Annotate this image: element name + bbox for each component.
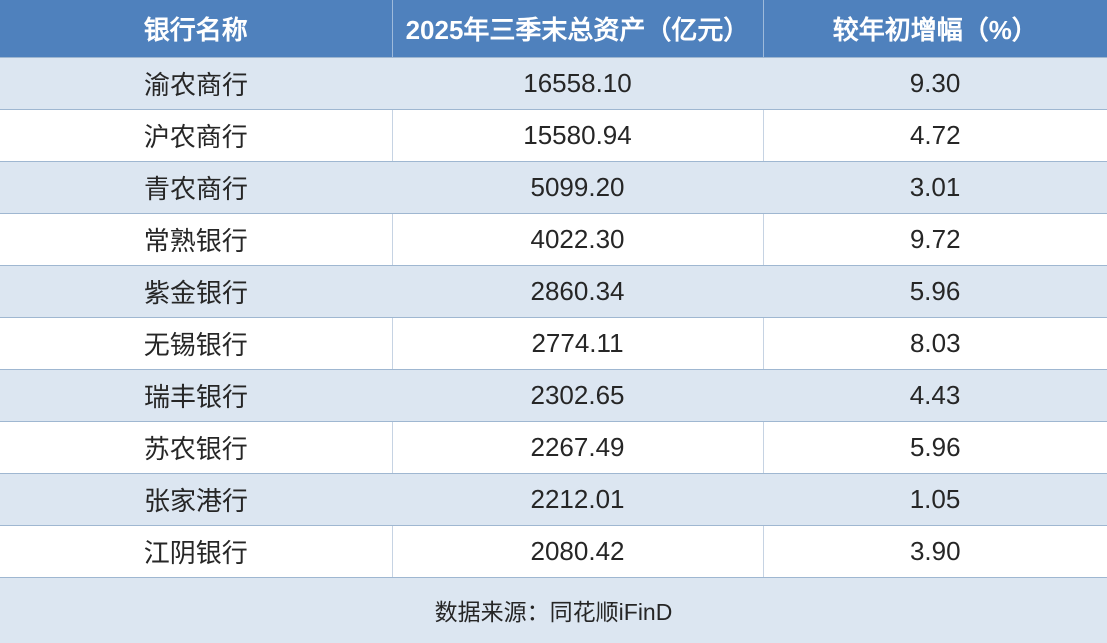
cell-bank-name: 无锡银行 <box>0 317 393 370</box>
header-row: 银行名称 2025年三季末总资产（亿元） 较年初增幅（%） <box>0 0 1107 58</box>
cell-total-assets: 2080.42 <box>392 525 764 578</box>
table-row: 青农商行 5099.20 3.01 <box>0 161 1107 214</box>
cell-growth: 4.72 <box>763 109 1107 162</box>
cell-growth: 9.72 <box>763 213 1107 266</box>
table-row: 常熟银行 4022.30 9.72 <box>0 213 1107 266</box>
col-header-bank-name: 银行名称 <box>0 0 393 58</box>
table-row: 渝农商行 16558.10 9.30 <box>0 57 1107 110</box>
cell-bank-name: 张家港行 <box>0 473 392 526</box>
cell-total-assets: 2860.34 <box>392 265 763 318</box>
table-row: 沪农商行 15580.94 4.72 <box>0 109 1107 162</box>
cell-bank-name: 瑞丰银行 <box>0 369 392 422</box>
cell-bank-name: 常熟银行 <box>0 213 393 266</box>
cell-growth: 3.01 <box>763 161 1107 214</box>
cell-total-assets: 4022.30 <box>392 213 764 266</box>
cell-bank-name: 渝农商行 <box>0 57 392 110</box>
cell-total-assets: 16558.10 <box>392 57 763 110</box>
table-row: 苏农银行 2267.49 5.96 <box>0 421 1107 474</box>
cell-bank-name: 青农商行 <box>0 161 392 214</box>
table-row: 张家港行 2212.01 1.05 <box>0 473 1107 526</box>
cell-total-assets: 2267.49 <box>392 421 764 474</box>
cell-bank-name: 江阴银行 <box>0 525 393 578</box>
cell-total-assets: 5099.20 <box>392 161 763 214</box>
table-row: 瑞丰银行 2302.65 4.43 <box>0 369 1107 422</box>
cell-growth: 5.96 <box>763 421 1107 474</box>
cell-growth: 9.30 <box>763 57 1107 110</box>
col-header-growth: 较年初增幅（%） <box>763 0 1107 58</box>
cell-total-assets: 15580.94 <box>392 109 764 162</box>
col-header-total-assets: 2025年三季末总资产（亿元） <box>392 0 764 58</box>
cell-total-assets: 2774.11 <box>392 317 764 370</box>
cell-bank-name: 沪农商行 <box>0 109 393 162</box>
table-body: 渝农商行 16558.10 9.30 沪农商行 15580.94 4.72 青农商行 5099… <box>0 57 1107 578</box>
cell-total-assets: 2302.65 <box>392 369 763 422</box>
cell-growth: 8.03 <box>763 317 1107 370</box>
table-row: 紫金银行 2860.34 5.96 <box>0 265 1107 318</box>
cell-total-assets: 2212.01 <box>392 473 763 526</box>
cell-bank-name: 苏农银行 <box>0 421 393 474</box>
footer-row: 数据来源：同花顺iFinD <box>0 577 1107 643</box>
cell-growth: 3.90 <box>763 525 1107 578</box>
cell-growth: 1.05 <box>763 473 1107 526</box>
table-row: 无锡银行 2774.11 8.03 <box>0 317 1107 370</box>
cell-growth: 5.96 <box>763 265 1107 318</box>
cell-bank-name: 紫金银行 <box>0 265 392 318</box>
cell-growth: 4.43 <box>763 369 1107 422</box>
data-source-note: 数据来源：同花顺iFinD <box>0 577 1107 643</box>
table-row: 江阴银行 2080.42 3.90 <box>0 525 1107 578</box>
